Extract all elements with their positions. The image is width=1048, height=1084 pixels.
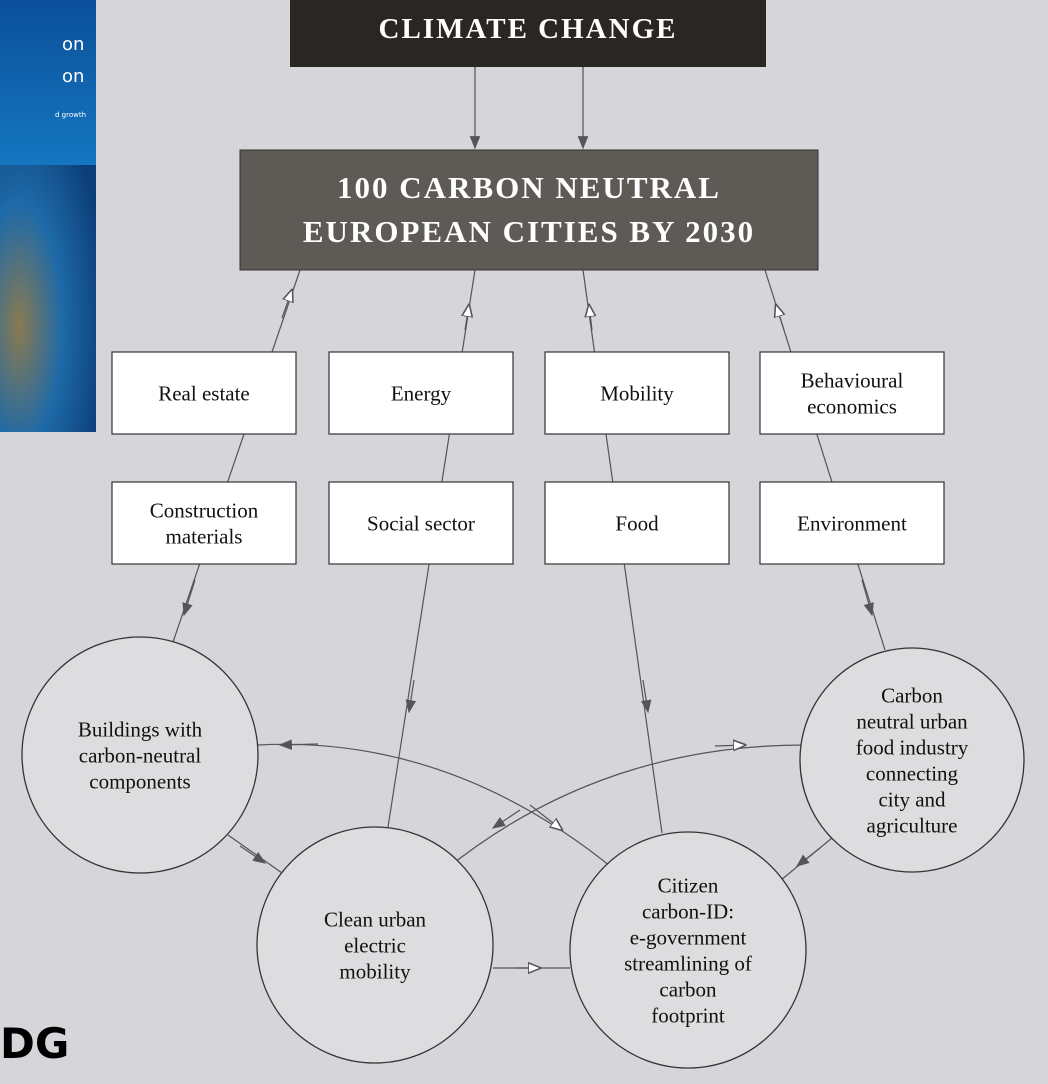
arrow bbox=[589, 305, 592, 331]
outcome-circle bbox=[569, 831, 807, 1069]
node-label: economics bbox=[807, 394, 897, 418]
node-label: Real estate bbox=[158, 381, 250, 405]
footer-text: DG bbox=[0, 1019, 69, 1068]
goal-box bbox=[239, 149, 819, 271]
node-label: streamlining of bbox=[624, 951, 752, 975]
node-label: Mobility bbox=[600, 381, 674, 405]
arrow bbox=[640, 679, 652, 714]
outcome-circle bbox=[799, 647, 1025, 873]
curve bbox=[257, 743, 616, 871]
node-label: carbon-ID: bbox=[642, 899, 734, 923]
node-label: Food bbox=[615, 511, 659, 535]
node-label: Behavioural bbox=[801, 368, 904, 392]
arrow bbox=[795, 847, 821, 867]
arrow bbox=[491, 809, 521, 829]
node-label: city and bbox=[878, 787, 946, 811]
sector-box bbox=[759, 481, 945, 565]
climate-label: CLIMATE CHANGE bbox=[379, 13, 678, 45]
sector-box bbox=[328, 481, 514, 565]
node-label: carbon-neutral bbox=[79, 743, 202, 767]
node-label: mobility bbox=[339, 959, 411, 983]
node-label: Construction bbox=[150, 498, 259, 522]
arrow bbox=[776, 305, 784, 331]
cover-image bbox=[0, 165, 96, 432]
node-label: connecting bbox=[866, 761, 959, 785]
node-label: Buildings with bbox=[78, 717, 203, 741]
node-label: components bbox=[89, 769, 190, 793]
sector-box bbox=[759, 351, 945, 435]
goal-label: 100 CARBON NEUTRAL bbox=[337, 170, 721, 205]
node-label: footprint bbox=[651, 1003, 725, 1027]
node-label: Energy bbox=[391, 381, 452, 405]
line bbox=[171, 269, 301, 646]
arrow bbox=[281, 290, 292, 319]
sector-box bbox=[111, 351, 297, 435]
node-label: agriculture bbox=[867, 813, 958, 837]
arrow bbox=[714, 745, 745, 746]
curve bbox=[444, 744, 806, 871]
arrow bbox=[239, 845, 267, 864]
node-label: Carbon bbox=[881, 683, 943, 707]
node-label: carbon bbox=[659, 977, 717, 1001]
node-label: e-government bbox=[630, 925, 747, 949]
node-label: electric bbox=[344, 933, 406, 957]
arrow bbox=[278, 739, 319, 750]
sector-box bbox=[544, 351, 730, 435]
sector-box bbox=[111, 481, 297, 565]
arrow bbox=[182, 579, 196, 617]
outcome-circle bbox=[256, 826, 494, 1064]
node-label: materials bbox=[166, 524, 243, 548]
sector-box bbox=[328, 351, 514, 435]
arrow bbox=[529, 804, 562, 830]
arrow bbox=[861, 579, 874, 617]
node-label: neutral urban bbox=[856, 709, 968, 733]
climate-box bbox=[290, 0, 766, 67]
outcome-circle bbox=[21, 636, 259, 874]
goal-label: EUROPEAN CITIES BY 2030 bbox=[303, 214, 755, 249]
line bbox=[764, 269, 886, 651]
node-label: Environment bbox=[797, 511, 907, 535]
cover-text: on bbox=[62, 34, 84, 55]
node-label: food industry bbox=[856, 735, 969, 759]
sector-box bbox=[544, 481, 730, 565]
arrow bbox=[405, 679, 417, 714]
arrow bbox=[465, 305, 469, 331]
node-label: Citizen bbox=[658, 873, 719, 897]
cover-text: on bbox=[62, 66, 84, 87]
node-label: Clean urban bbox=[324, 907, 427, 931]
node-label: Social sector bbox=[367, 511, 475, 535]
cover-text: d growth bbox=[55, 111, 86, 119]
